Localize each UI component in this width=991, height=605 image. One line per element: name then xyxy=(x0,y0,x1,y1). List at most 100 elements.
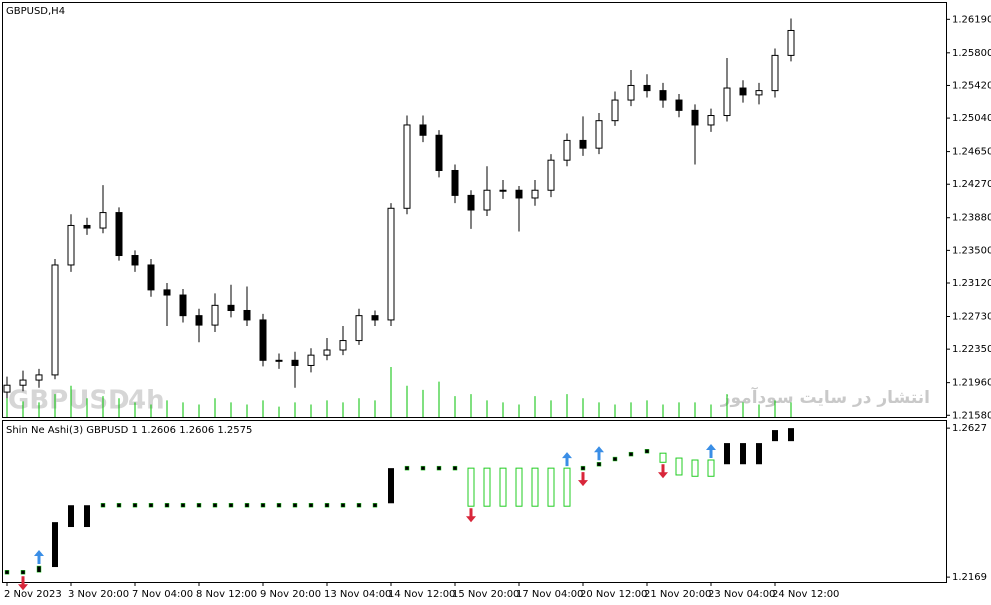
candle-body xyxy=(435,134,443,171)
candle-body xyxy=(307,354,315,366)
indicator-block xyxy=(356,503,362,508)
signal-arrow xyxy=(594,446,604,461)
indicator-block xyxy=(276,503,282,508)
indicator-block xyxy=(563,467,571,507)
candle-body xyxy=(531,189,539,199)
indicator-block xyxy=(483,467,491,507)
candle-body xyxy=(99,212,107,229)
indicator-block xyxy=(116,503,122,508)
x-tick-label: 9 Nov 20:00 xyxy=(260,589,321,600)
candle-body xyxy=(755,90,763,96)
x-tick-label: 24 Nov 12:00 xyxy=(772,589,839,600)
signal-arrow xyxy=(658,464,668,479)
candle-body xyxy=(707,115,715,126)
candle-body xyxy=(211,304,219,326)
indicator-block xyxy=(228,503,234,508)
candle-body xyxy=(419,124,427,136)
x-tick-label: 7 Nov 04:00 xyxy=(132,589,193,600)
candle-body xyxy=(659,90,667,101)
candle-body xyxy=(675,99,683,111)
indicator-block xyxy=(244,503,250,508)
indicator-block xyxy=(52,522,58,568)
y-tick-label: 1.24650 xyxy=(952,147,991,158)
candle-body xyxy=(115,212,123,257)
indicator-block xyxy=(292,503,298,508)
indicator-block xyxy=(180,503,186,508)
watermark-timeframe: 4h xyxy=(128,386,165,416)
x-tick-label: 8 Nov 12:00 xyxy=(196,589,257,600)
candle-body xyxy=(227,304,235,311)
candle-body xyxy=(19,379,27,386)
y-tick-label: 1.23880 xyxy=(952,213,991,224)
candle-body xyxy=(339,340,347,351)
indicator-block xyxy=(547,467,555,507)
indicator-block xyxy=(324,503,330,508)
candle-body xyxy=(323,349,331,356)
indicator-block xyxy=(740,443,746,465)
indicator-block xyxy=(499,467,507,507)
candle-body xyxy=(579,139,587,149)
candle-body xyxy=(3,384,11,393)
signal-arrow xyxy=(562,452,572,467)
y-tick-label: 1.21580 xyxy=(952,410,991,421)
indicator-block xyxy=(148,503,154,508)
candle-body xyxy=(739,87,747,96)
x-tick-label: 14 Nov 12:00 xyxy=(388,589,455,600)
indicator-block xyxy=(675,457,683,476)
indicator-block xyxy=(388,468,394,504)
signal-arrow xyxy=(18,576,28,591)
indicator-block xyxy=(788,428,794,442)
x-tick-label: 15 Nov 20:00 xyxy=(452,589,519,600)
candle-body xyxy=(35,374,43,381)
candle-body xyxy=(243,309,251,321)
y-tick-label: 1.25420 xyxy=(952,80,991,91)
indicator-block xyxy=(212,503,218,508)
indicator-block xyxy=(772,430,778,442)
candle-body xyxy=(163,289,171,296)
candle-body xyxy=(691,109,699,126)
indicator-block xyxy=(68,505,74,528)
candle-body xyxy=(451,169,459,196)
y-tick-label: 1.2169 xyxy=(952,572,987,583)
y-tick-label: 1.26190 xyxy=(952,14,991,25)
indicator-block xyxy=(531,467,539,507)
candle-body xyxy=(771,54,779,92)
indicator-block xyxy=(340,503,346,508)
indicator-block xyxy=(260,503,266,508)
candle-body xyxy=(147,264,155,291)
indicator-block xyxy=(36,565,42,573)
candle-body xyxy=(723,87,731,117)
indicator-block xyxy=(724,443,730,465)
y-tick-label: 1.24270 xyxy=(952,179,991,190)
indicator-block xyxy=(164,503,170,508)
indicator-block xyxy=(308,503,314,508)
indicator-block xyxy=(84,505,90,528)
indicator-block xyxy=(707,459,715,477)
x-tick-label: 2 Nov 2023 xyxy=(4,589,62,600)
candle-body xyxy=(355,315,363,342)
y-tick-label: 1.22730 xyxy=(952,312,991,323)
candle-body xyxy=(643,84,651,92)
candle-body xyxy=(467,194,475,211)
x-tick-label: 13 Nov 04:00 xyxy=(324,589,391,600)
watermark-site: انتشار در سایت سودآموز xyxy=(720,386,930,408)
candle-body xyxy=(403,124,411,209)
candle-body xyxy=(627,84,635,101)
x-tick-label: 21 Nov 20:00 xyxy=(644,589,711,600)
chart-title: GBPUSD,H4 xyxy=(6,6,65,17)
candle-body xyxy=(787,29,795,56)
candle-body xyxy=(131,255,139,266)
x-tick-label: 3 Nov 20:00 xyxy=(68,589,129,600)
indicator-block xyxy=(4,570,10,575)
indicator-block xyxy=(659,452,667,463)
main-panel xyxy=(2,2,947,418)
candle-body xyxy=(179,294,187,317)
y-tick-label: 1.25800 xyxy=(952,48,991,59)
y-tick-label: 1.23500 xyxy=(952,245,991,256)
indicator-block xyxy=(644,449,650,454)
candle-body xyxy=(563,139,571,161)
indicator-block xyxy=(420,465,426,471)
y-tick-label: 1.25040 xyxy=(952,113,991,124)
candle-body xyxy=(595,120,603,149)
candle-body xyxy=(371,315,379,321)
